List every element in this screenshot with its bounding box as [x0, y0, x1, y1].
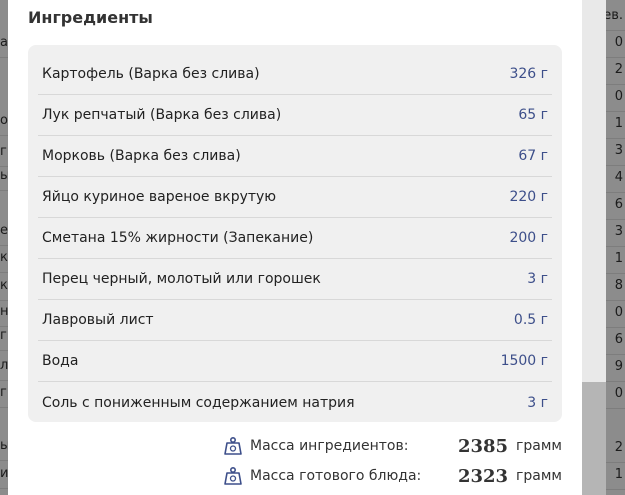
ingredient-name: Лавровый лист: [42, 312, 154, 328]
ingredient-row: Картофель (Варка без слива) 326 г: [38, 54, 552, 95]
scrollbar-thumb[interactable]: [582, 382, 606, 495]
ingredient-name: Лук репчатый (Варка без слива): [42, 107, 282, 123]
ingredient-row: Перец черный, молотый или горошек 3 г: [38, 259, 552, 300]
background-cell: но: [0, 296, 8, 327]
ingredient-name: Соль с пониженным содержанием натрия: [42, 394, 355, 411]
background-cell: г: [0, 377, 8, 408]
dish-mass: Масса готового блюда: 2323 грамм: [224, 463, 562, 489]
dish-mass-label: Масса готового блюда:: [250, 468, 422, 484]
ingredient-name: Сметана 15% жирности (Запекание): [42, 230, 314, 246]
ingredient-amount: 67 г: [518, 148, 548, 164]
ingredient-name: Вода: [42, 353, 79, 369]
ingredient-row: Сметана 15% жирности (Запекание) 200 г: [38, 218, 552, 259]
ingredient-row: Вода 1500 г: [38, 341, 552, 382]
ingredient-row: Лук репчатый (Варка без слива) 65 г: [38, 95, 552, 136]
ingredient-name: Яйцо куриное вареное вкрутую: [42, 189, 277, 205]
ingredient-amount: 3 г: [527, 394, 548, 411]
background-cell: ка: [0, 270, 8, 301]
background-left-column: ая ой гр ы ен ко ка но гк ло г ы и: [0, 0, 8, 495]
ingredient-amount: 326 г: [509, 66, 548, 82]
ingredient-amount: 1500 г: [500, 353, 548, 369]
ingredients-mass-value: 2385: [457, 435, 509, 457]
background-cell: ая: [0, 27, 8, 58]
ingredient-row: Морковь (Варка без слива) 67 г: [38, 136, 552, 177]
ingredients-list: Картофель (Варка без слива) 326 г Лук ре…: [28, 45, 562, 422]
background-cell: ен: [0, 215, 8, 246]
dish-mass-value: 2323: [457, 465, 509, 487]
background-cell: ы: [0, 160, 8, 191]
background-cell: ло: [0, 350, 8, 381]
ingredients-mass: Масса ингредиентов: 2385 грамм: [224, 433, 562, 459]
ingredient-name: Перец черный, молотый или горошек: [42, 271, 321, 287]
ingredient-name: Морковь (Варка без слива): [42, 148, 241, 164]
ingredient-amount: 220 г: [509, 189, 548, 205]
ingredient-amount: 200 г: [509, 230, 548, 246]
ingredient-amount: 65 г: [518, 107, 548, 123]
background-cell: гр: [0, 136, 8, 167]
background-cell: ко: [0, 242, 8, 273]
ingredient-amount: 3 г: [527, 271, 548, 287]
modal-scrollbar[interactable]: [582, 0, 606, 495]
background-cell: ы: [0, 430, 8, 461]
ingredient-row: Лавровый лист 0.5 г: [38, 300, 552, 341]
ingredients-mass-label: Масса ингредиентов:: [250, 438, 409, 454]
ingredient-amount: 0.5 г: [513, 312, 548, 328]
ingredient-row: Яйцо куриное вареное вкрутую 220 г: [38, 177, 552, 218]
ingredients-modal: Ингредиенты Картофель (Варка без слива) …: [8, 0, 582, 495]
ingredients-mass-unit: грамм: [516, 438, 562, 454]
ingredient-name: Картофель (Варка без слива): [42, 66, 260, 82]
background-cell: и: [0, 458, 8, 489]
weight-icon: [224, 466, 242, 485]
modal-title: Ингредиенты: [28, 8, 153, 27]
ingredient-row: Соль с пониженным содержанием натрия 3 г: [38, 382, 552, 423]
dish-mass-unit: грамм: [516, 468, 562, 484]
background-cell: гк: [0, 320, 8, 351]
background-cell: ой: [0, 105, 8, 136]
weight-icon: [224, 436, 242, 455]
